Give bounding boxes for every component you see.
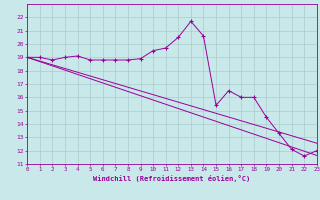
X-axis label: Windchill (Refroidissement éolien,°C): Windchill (Refroidissement éolien,°C) [93,175,251,182]
